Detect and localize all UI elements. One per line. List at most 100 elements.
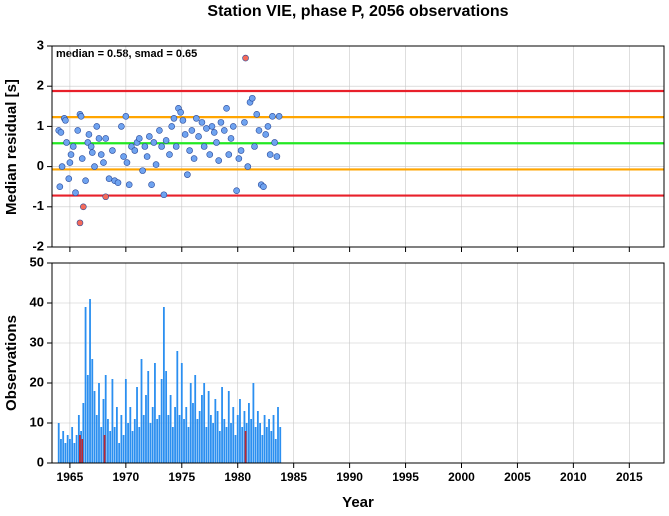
bar <box>223 419 226 463</box>
y-tick-label: 30 <box>30 334 44 349</box>
bar <box>131 431 134 463</box>
point <box>195 133 202 140</box>
bar <box>277 407 279 463</box>
point <box>74 127 82 134</box>
point <box>56 183 64 190</box>
y-tick-label: 0 <box>37 158 44 173</box>
point <box>72 189 79 197</box>
bar <box>232 407 235 463</box>
bar <box>138 427 141 463</box>
point <box>244 163 252 170</box>
bar <box>174 407 176 463</box>
bar <box>136 387 138 463</box>
bar <box>230 423 232 463</box>
bar <box>115 407 118 463</box>
bar <box>75 435 78 463</box>
point <box>264 123 272 130</box>
point <box>181 131 189 138</box>
point <box>188 127 196 134</box>
bar <box>165 371 168 463</box>
point <box>260 183 267 190</box>
x-tick-label: 2010 <box>560 470 587 484</box>
bar <box>160 379 163 463</box>
x-tick-label: 2015 <box>616 470 643 484</box>
point <box>208 123 216 130</box>
bar <box>236 415 239 463</box>
point <box>120 153 127 160</box>
bar <box>82 403 85 463</box>
bar <box>156 419 159 463</box>
bar <box>109 431 112 463</box>
point <box>118 123 125 130</box>
point <box>85 131 93 138</box>
plot-frame <box>51 45 665 248</box>
bar <box>256 411 259 463</box>
bar <box>196 419 199 463</box>
x-tick-label: 1990 <box>336 470 363 484</box>
bar <box>154 363 156 463</box>
point <box>241 119 248 126</box>
point <box>255 127 263 134</box>
point <box>184 171 191 178</box>
point <box>237 147 245 154</box>
point <box>179 117 187 124</box>
point <box>156 127 163 134</box>
bar <box>158 415 161 463</box>
point <box>69 143 77 150</box>
x-tick-label: 2005 <box>504 470 531 484</box>
point <box>271 139 278 146</box>
x-tick-label: 2000 <box>448 470 475 484</box>
point <box>220 127 228 134</box>
y-tick-label: 50 <box>30 254 44 269</box>
bar <box>241 427 244 463</box>
bar <box>171 427 174 463</box>
point <box>87 143 95 150</box>
point <box>235 155 243 162</box>
bar <box>209 415 212 463</box>
point <box>63 139 70 146</box>
bar <box>272 415 275 463</box>
point <box>266 151 274 158</box>
bar <box>169 395 172 463</box>
point <box>172 143 180 150</box>
bar <box>216 411 219 463</box>
y-axis-label: Median residual [s] <box>3 79 20 215</box>
y-tick-label: 3 <box>37 37 44 52</box>
point <box>217 119 225 126</box>
point <box>67 151 75 158</box>
point <box>227 135 235 142</box>
point <box>141 143 149 150</box>
point <box>168 123 176 130</box>
bar <box>162 307 165 463</box>
point <box>131 147 139 154</box>
bar <box>73 443 76 463</box>
point <box>114 179 122 186</box>
y-tick-label: 40 <box>30 294 44 309</box>
point <box>233 187 240 195</box>
bar <box>263 415 266 463</box>
point <box>146 133 153 140</box>
bar <box>212 423 215 463</box>
bar <box>243 411 246 463</box>
bar <box>62 431 65 463</box>
point <box>206 151 214 158</box>
x-tick-label: 1975 <box>168 470 195 484</box>
bar <box>185 407 188 463</box>
x-tick-label: 1965 <box>57 470 84 484</box>
point <box>65 175 73 182</box>
point <box>66 159 74 166</box>
point <box>91 163 98 170</box>
point <box>122 113 130 120</box>
point <box>76 219 84 227</box>
bar <box>91 359 94 463</box>
point <box>135 135 143 142</box>
point <box>225 151 233 158</box>
point <box>166 151 173 158</box>
bar <box>198 411 201 463</box>
point <box>123 159 131 166</box>
bar <box>227 391 230 463</box>
point <box>105 175 113 182</box>
bar <box>205 427 208 463</box>
x-tick-label: 1980 <box>224 470 251 484</box>
point <box>93 123 101 130</box>
